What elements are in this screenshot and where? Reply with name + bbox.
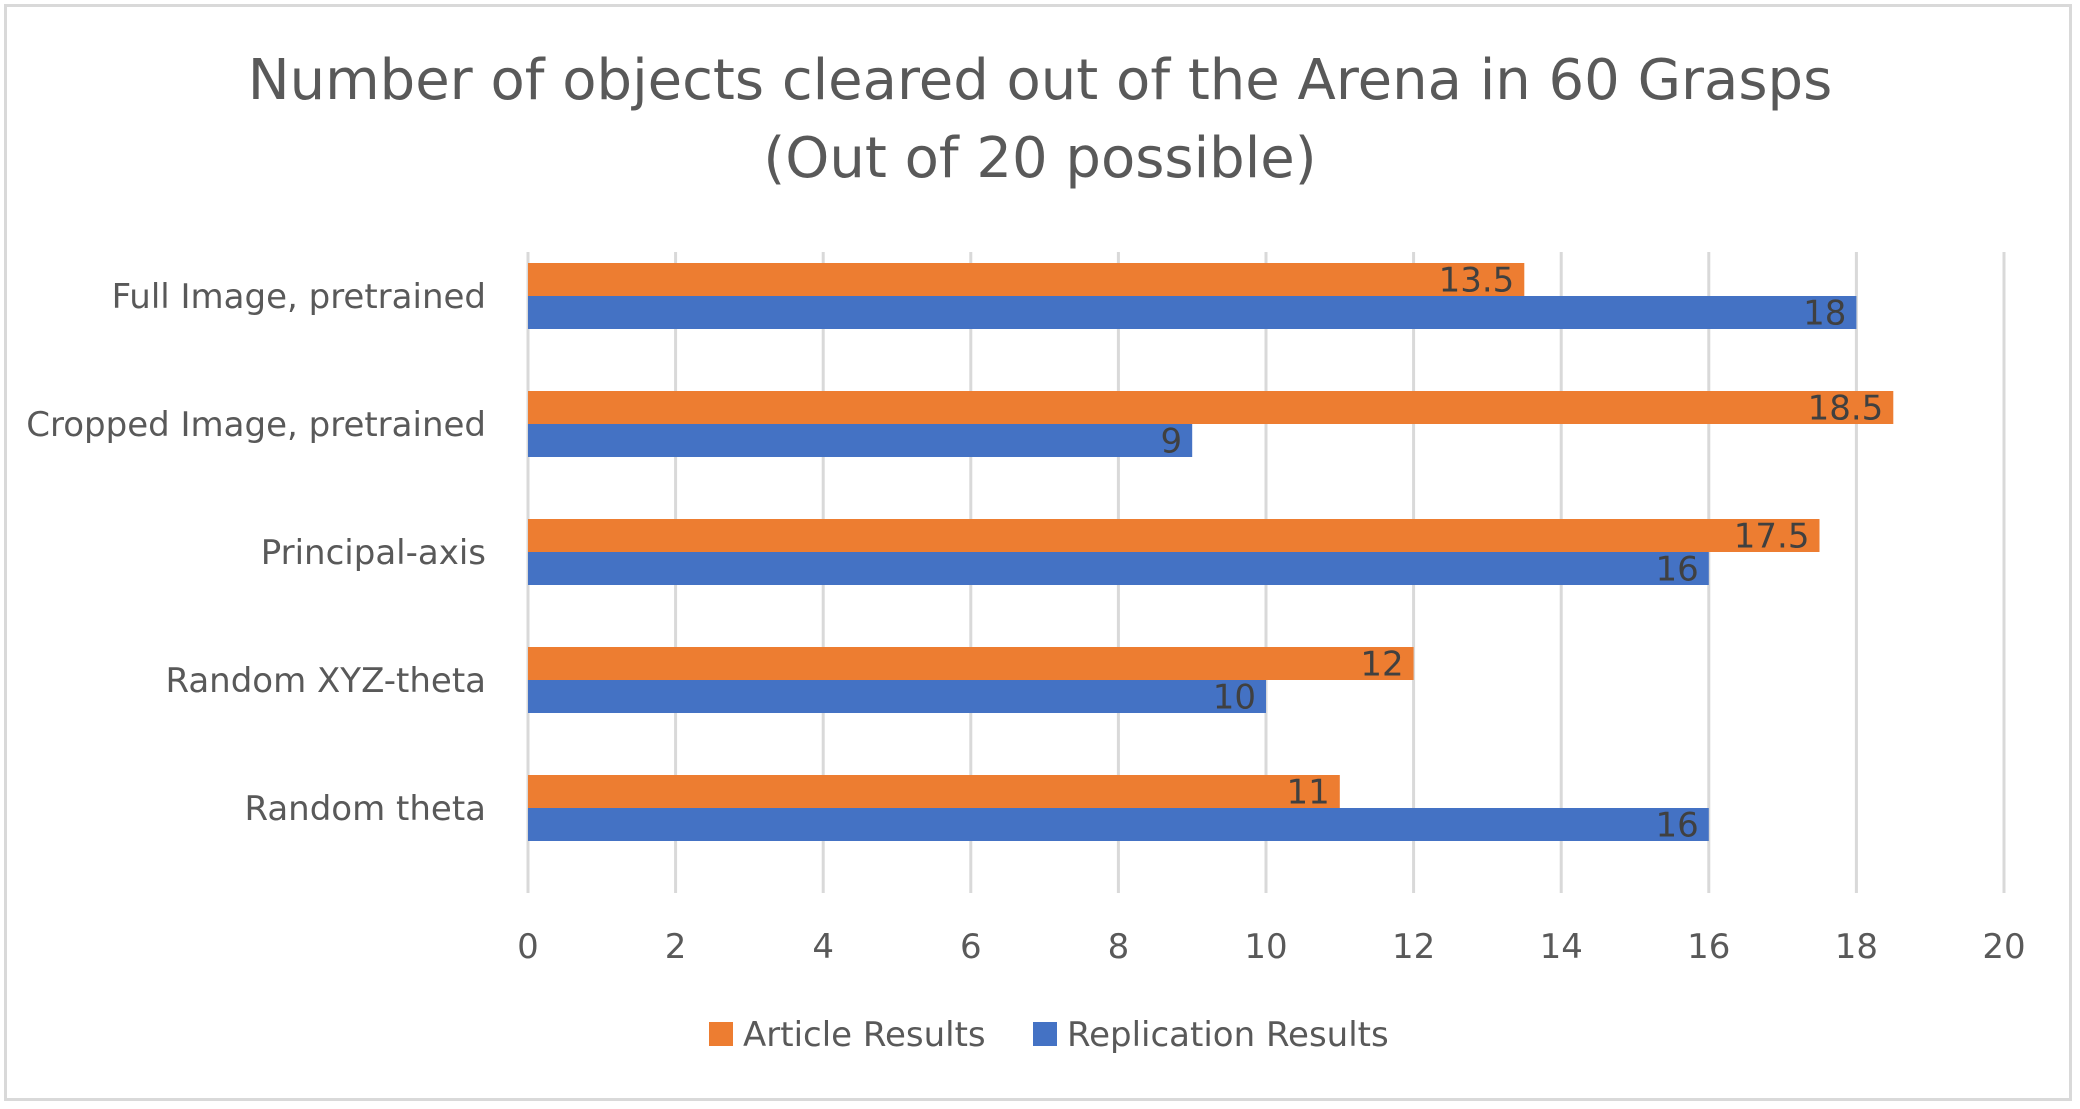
x-tick-labels: 0 2 4 6 8 10 12 14 16 18 20: [517, 927, 2025, 967]
article-result-bar: [528, 775, 1340, 808]
legend-swatch: [1033, 1022, 1057, 1046]
data-label: 10: [1213, 678, 1256, 718]
data-label: 9: [1161, 422, 1183, 462]
replication-result-bar: [528, 808, 1709, 841]
x-tick-label: 2: [665, 927, 687, 967]
chart-title-text: Number of objects cleared out of the Are…: [247, 48, 1833, 191]
chart-title: Number of objects cleared out of the Are…: [0, 42, 2080, 198]
data-label: 12: [1360, 645, 1403, 685]
category-label: Random XYZ-theta: [165, 661, 486, 701]
replication-result-bar: [528, 424, 1193, 457]
replication-result-bar: [528, 552, 1709, 585]
legend: Article Results Replication Results: [709, 1015, 1389, 1055]
x-tick-label: 14: [1540, 927, 1583, 967]
data-labels: 13.5 18 18.5 9 17.5 16 12 10 11 16: [1161, 261, 1884, 846]
category-label: Cropped Image, pretrained: [26, 405, 486, 445]
x-tick-label: 8: [1108, 927, 1130, 967]
x-tick-label: 12: [1392, 927, 1435, 967]
bars: [528, 263, 1894, 841]
x-tick-label: 6: [960, 927, 982, 967]
data-label: 17.5: [1734, 517, 1810, 557]
data-label: 11: [1287, 773, 1330, 813]
data-label: 18: [1803, 294, 1846, 334]
data-label: 16: [1656, 806, 1699, 846]
data-label: 16: [1656, 550, 1699, 590]
legend-label: Replication Results: [1067, 1015, 1389, 1055]
article-result-bar: [528, 647, 1414, 680]
legend-swatch: [709, 1022, 733, 1046]
category-label: Principal-axis: [261, 533, 486, 573]
data-label: 13.5: [1439, 261, 1515, 301]
category-label: Random theta: [244, 789, 486, 829]
x-tick-label: 10: [1244, 927, 1287, 967]
legend-label: Article Results: [743, 1015, 986, 1055]
replication-result-bar: [528, 680, 1266, 713]
x-tick-label: 0: [517, 927, 539, 967]
x-tick-label: 18: [1835, 927, 1878, 967]
x-tick-label: 4: [812, 927, 834, 967]
replication-result-bar: [528, 296, 1857, 329]
data-label: 18.5: [1808, 389, 1884, 429]
category-label: Full Image, pretrained: [112, 277, 486, 317]
category-labels: Full Image, pretrained Cropped Image, pre…: [26, 277, 486, 829]
article-result-bar: [528, 263, 1525, 296]
article-result-bar: [528, 391, 1894, 424]
x-tick-label: 16: [1687, 927, 1730, 967]
article-result-bar: [528, 519, 1820, 552]
x-tick-label: 20: [1982, 927, 2025, 967]
